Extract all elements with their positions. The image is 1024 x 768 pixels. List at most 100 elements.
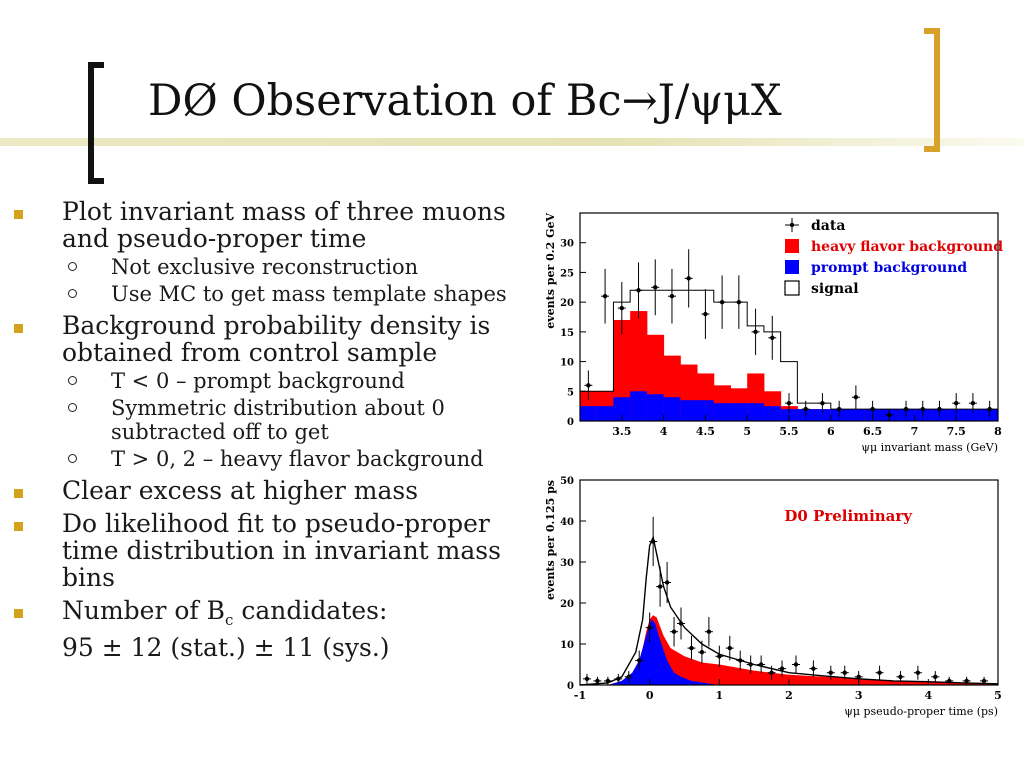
sub-bullet-item: Symmetric distribution about 0 subtracte… <box>68 396 510 444</box>
data-point <box>793 662 799 667</box>
data-point <box>920 406 925 412</box>
x-tick-label: 0 <box>646 689 654 702</box>
bullet-circle-icon <box>68 262 77 271</box>
data-point <box>636 288 641 293</box>
data-point <box>727 645 732 651</box>
legend-label: heavy flavor background <box>811 239 1003 255</box>
data-point <box>753 329 758 335</box>
data-point <box>619 305 624 311</box>
data-point <box>584 676 590 682</box>
legend-swatch <box>785 239 799 253</box>
y-tick-label: 0 <box>567 417 574 428</box>
x-tick-label: 3.5 <box>612 425 631 438</box>
bullet-square-icon <box>14 324 23 333</box>
data-point <box>602 294 608 299</box>
x-tick-label: 2 <box>785 689 793 702</box>
prompt-bar <box>680 400 698 421</box>
data-point <box>678 621 684 626</box>
data-point <box>933 674 938 679</box>
legend-swatch <box>784 280 800 296</box>
x-tick-label: 5 <box>743 425 751 438</box>
prompt-bar <box>730 403 748 421</box>
data-point <box>856 674 861 679</box>
data-point <box>703 311 708 317</box>
sub-bullet-text: Symmetric distribution about 0 subtracte… <box>111 396 445 444</box>
data-point <box>887 412 892 418</box>
right-bracket-decoration <box>924 28 940 152</box>
y-tick-label: 5 <box>567 387 574 398</box>
fit-curve <box>579 535 999 686</box>
data-point <box>686 276 691 281</box>
x-tick-label: 6.5 <box>863 425 882 438</box>
data-point <box>820 400 825 406</box>
x-tick-label: 7 <box>911 425 919 438</box>
y-tick-label: 0 <box>567 681 574 692</box>
x-tick-label: 3 <box>855 689 863 702</box>
data-point <box>915 670 921 675</box>
data-point <box>748 662 753 667</box>
x-axis-label: ψμ invariant mass (GeV) <box>861 441 998 454</box>
data-point <box>779 666 785 671</box>
sub-bullet-text: T < 0 – prompt background <box>111 369 405 393</box>
data-point <box>937 406 942 412</box>
data-point <box>669 294 675 299</box>
data-point <box>706 629 712 634</box>
data-point <box>769 670 774 675</box>
prompt-bar <box>713 403 731 421</box>
data-point <box>964 678 969 684</box>
data-point <box>898 674 903 679</box>
data-point <box>637 658 642 663</box>
x-tick-label: 5.5 <box>779 425 798 438</box>
data-point <box>836 406 842 412</box>
sub-bullet-item: Not exclusive reconstruction <box>68 255 510 279</box>
y-tick-label: 20 <box>560 298 574 309</box>
bullet-text: Background probability density is obtain… <box>62 311 491 367</box>
sub-bullet-item: T > 0, 2 – heavy flavor background <box>68 447 510 471</box>
y-tick-label: 15 <box>560 328 574 339</box>
prompt-bar <box>747 403 765 421</box>
bullet-text: Plot invariant mass of three muons and p… <box>62 197 506 253</box>
prompt-bar <box>596 406 614 421</box>
bullet-square-icon <box>14 489 23 498</box>
data-point <box>738 658 743 663</box>
bullet-text-pre: Number of B <box>62 596 226 625</box>
y-tick-label: 50 <box>560 476 574 487</box>
x-tick-label: 7.5 <box>947 425 966 438</box>
legend-data-marker <box>789 222 795 228</box>
data-point <box>650 539 656 544</box>
left-bracket-decoration <box>88 62 104 184</box>
x-axis-label: ψμ pseudo-proper time (ps) <box>844 705 998 718</box>
x-tick-label: 8 <box>994 425 1002 438</box>
y-tick-label: 30 <box>560 239 574 250</box>
prompt-bar <box>580 406 598 421</box>
data-point <box>970 400 976 406</box>
data-point <box>689 645 694 651</box>
x-tick-label: -1 <box>574 689 586 702</box>
y-tick-label: 40 <box>560 517 574 528</box>
data-point <box>586 383 591 388</box>
prompt-bar <box>847 409 865 421</box>
title-underline <box>0 138 1024 146</box>
data-point <box>870 406 875 412</box>
chart-title: D0 Preliminary <box>784 507 913 525</box>
bullet-circle-icon <box>68 289 77 298</box>
data-point <box>664 580 670 585</box>
bullet-item: Clear excess at higher mass <box>14 477 510 504</box>
data-point <box>853 395 859 400</box>
data-point <box>981 678 987 684</box>
data-point <box>903 406 909 412</box>
bullet-circle-icon <box>68 403 77 412</box>
legend-label: data <box>811 218 845 234</box>
data-point <box>657 584 663 589</box>
y-axis-label: events per 0.2 GeV <box>544 213 557 329</box>
data-point <box>770 335 775 340</box>
legend-label: prompt background <box>811 260 967 276</box>
prompt-bar <box>646 394 665 421</box>
sub-bullet-text: Use MC to get mass template shapes <box>111 282 507 306</box>
y-tick-label: 10 <box>560 358 574 369</box>
prompt-bar <box>613 397 631 421</box>
invariant-mass-chart: 3.5 4 4.5 5 5.5 6 6.5 7 7.5 8 0 5 10 15 20 25 30 ψμ invar… <box>544 212 1003 454</box>
y-axis-label: events per 0.125 ps <box>544 480 557 600</box>
sub-bullet-text: Not exclusive reconstruction <box>111 255 419 279</box>
